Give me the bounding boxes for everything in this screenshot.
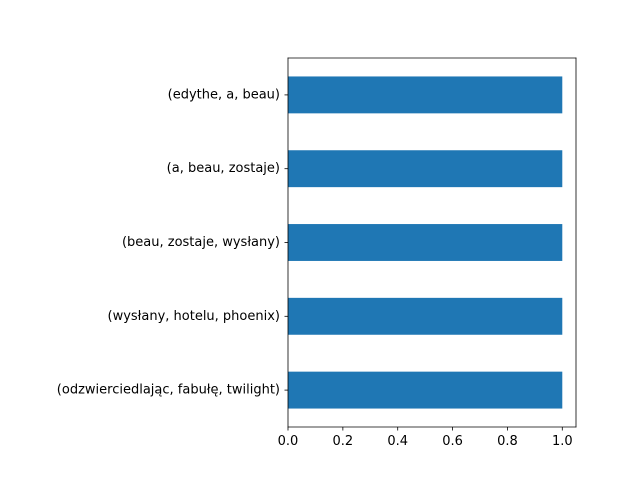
y-ticks-group: (edythe, a, beau) (a, beau, zostaje) (beau…: [57, 87, 288, 398]
y-tick-label: (wysłany, hotelu, phoenix): [108, 309, 281, 324]
y-tick-label: (edythe, a, beau): [168, 87, 280, 102]
bar: [288, 297, 563, 335]
x-tick-label: 0.6: [442, 434, 463, 449]
bar: [288, 150, 563, 188]
axes-group: [287, 57, 577, 428]
y-tick-label: (a, beau, zostaje): [167, 161, 280, 176]
x-ticks-group: 0.0 0.2 0.4 0.6 0.8 1.0: [278, 427, 573, 449]
x-tick-label: 0.8: [497, 434, 518, 449]
x-tick-label: 0.4: [387, 434, 408, 449]
bar: [288, 224, 563, 261]
x-tick-label: 1.0: [552, 434, 573, 449]
bar: [288, 76, 563, 114]
bars-group: [288, 76, 563, 409]
y-tick-label: (odzwierciedlając, fabułę, twilight): [57, 383, 280, 398]
y-tick-label: (beau, zostaje, wysłany): [122, 235, 280, 250]
x-tick-label: 0.0: [278, 434, 299, 449]
bar: [288, 371, 563, 409]
x-tick-label: 0.2: [333, 434, 354, 449]
